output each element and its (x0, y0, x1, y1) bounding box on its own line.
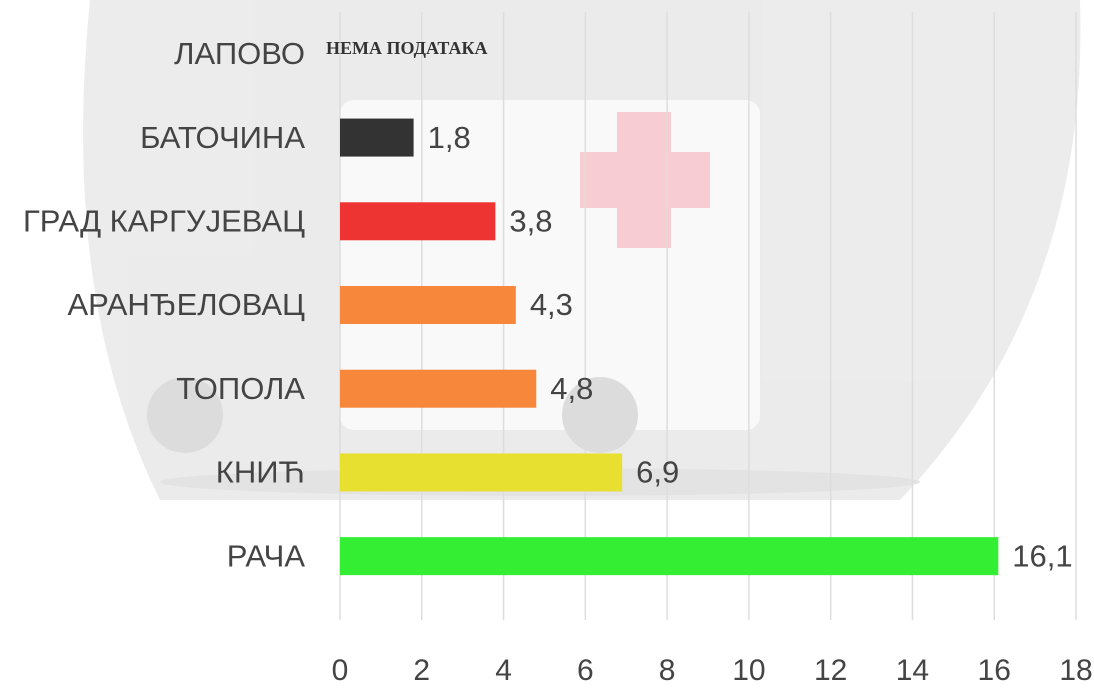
y-tick-label: ТОПОЛА (176, 371, 305, 406)
chart: 0 2 4 6 8 10 12 14 16 18 ЛАПОВО НЕМА ПОДАТАКА БАТОЧИ… (0, 0, 1094, 691)
x-tick-label: 18 (1059, 654, 1092, 687)
bar (340, 202, 495, 240)
x-tick-label: 2 (413, 654, 430, 687)
y-tick-label: ЛАПОВО (174, 36, 305, 71)
x-tick-label: 4 (495, 654, 512, 687)
y-tick-label: РАЧА (227, 538, 306, 573)
x-tick-label: 16 (978, 654, 1011, 687)
background-art (83, 0, 1080, 500)
y-tick-label: АРАНЂЕЛОВАЦ (67, 287, 305, 322)
bar (340, 286, 516, 324)
bar (340, 453, 622, 491)
y-tick-label: КНИЋ (216, 455, 305, 490)
value-label: 1,8 (428, 120, 471, 155)
x-tick-label: 0 (332, 654, 349, 687)
annotation: НЕМА ПОДАТАКА (326, 38, 488, 58)
x-tick-label: 10 (732, 654, 765, 687)
bar (340, 537, 998, 575)
value-label: 3,8 (509, 203, 552, 238)
value-label: 6,9 (636, 455, 679, 490)
bar (340, 119, 414, 157)
value-label: 4,3 (530, 287, 573, 322)
x-tick-label: 6 (577, 654, 594, 687)
y-tick-label: БАТОЧИНА (140, 120, 305, 155)
value-label: 16,1 (1012, 538, 1072, 573)
x-tick-label: 12 (814, 654, 847, 687)
cross (580, 152, 710, 208)
y-tick-label: ГРАД КАРГУЈЕВАЦ (23, 203, 305, 238)
x-tick-label: 8 (659, 654, 676, 687)
value-label: 4,8 (550, 371, 593, 406)
bar (340, 370, 536, 408)
x-tick-label: 14 (896, 654, 929, 687)
